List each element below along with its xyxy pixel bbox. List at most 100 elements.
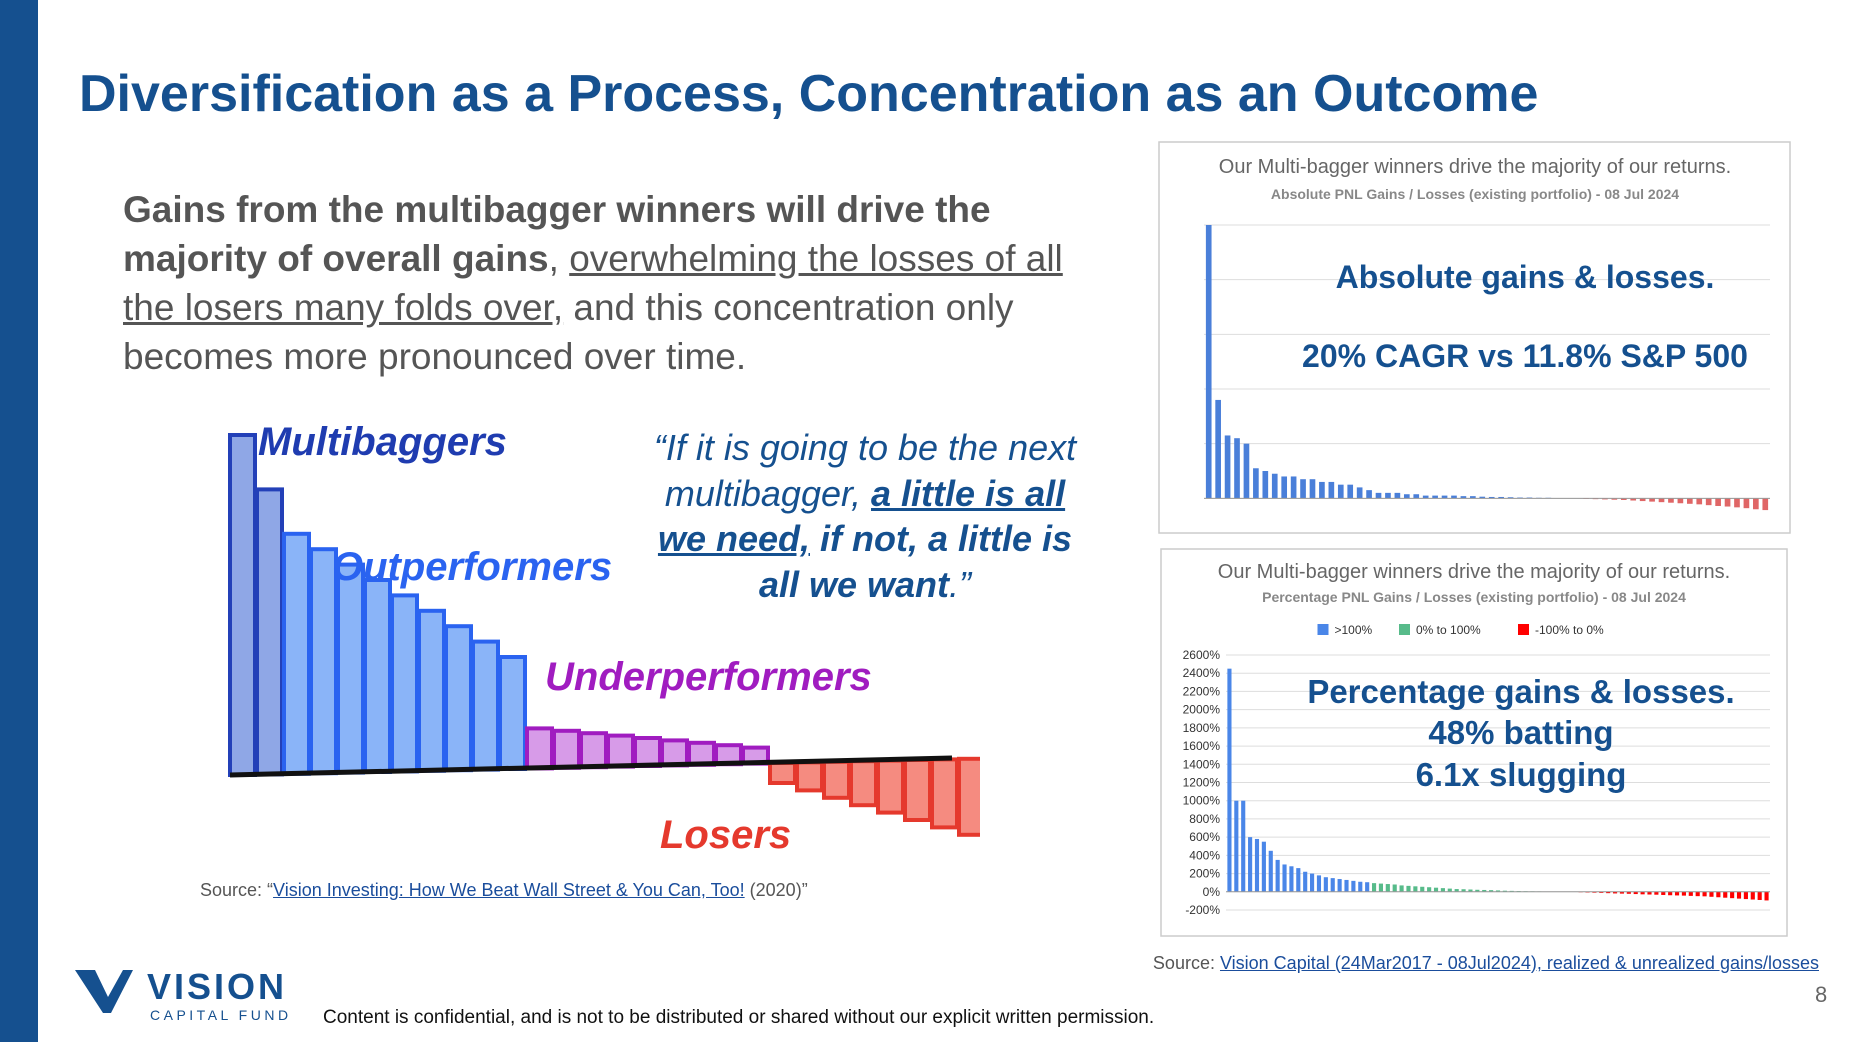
- bar: [1351, 880, 1356, 892]
- bar: [1468, 889, 1473, 892]
- bar: [1337, 879, 1342, 892]
- bar: [1358, 881, 1363, 892]
- bar: [1677, 498, 1684, 504]
- bar: [1344, 879, 1349, 892]
- bar: [1253, 468, 1259, 499]
- chart-annotation: 48% batting: [1428, 714, 1613, 751]
- bar: [1281, 476, 1288, 499]
- bar: [1762, 498, 1769, 511]
- bar: [1716, 891, 1721, 898]
- bar: [1243, 443, 1250, 499]
- logo: VISION CAPITAL FUND: [75, 966, 292, 1023]
- bar: [1715, 498, 1721, 506]
- bar: [1695, 891, 1700, 897]
- bar: [1709, 891, 1714, 897]
- bar: [1488, 496, 1495, 499]
- bar: [1330, 878, 1335, 892]
- bar: [1394, 492, 1401, 499]
- y-tick-label: 2200%: [1183, 684, 1221, 698]
- bar: [1290, 476, 1297, 499]
- bar: [1482, 889, 1487, 892]
- bold-text: Gains from the multibagger winners will …: [123, 189, 991, 279]
- logo-tagline: CAPITAL FUND: [150, 1007, 292, 1023]
- bar: [1658, 498, 1665, 503]
- bar: [1507, 497, 1514, 499]
- bar: [1681, 891, 1686, 896]
- bar: [1427, 887, 1432, 892]
- bar: [1498, 496, 1504, 499]
- bar: [1495, 890, 1501, 892]
- y-tick-label: 800%: [1189, 812, 1220, 826]
- y-tick-label: 400%: [1189, 848, 1220, 862]
- legend-swatch: [1518, 624, 1529, 635]
- bar: [1750, 891, 1755, 900]
- bar: [1271, 473, 1278, 499]
- legend-label: 0% to 100%: [1416, 623, 1481, 637]
- bar: [1460, 496, 1467, 499]
- bar: [1743, 891, 1748, 900]
- quote-emphasis: a little is all we need,: [657, 472, 1066, 560]
- legend-swatch: [1317, 624, 1329, 635]
- bar: [1602, 498, 1608, 500]
- bar: [1347, 484, 1354, 499]
- logo-name: VISION: [147, 966, 287, 1007]
- chart-title: Our Multi-bagger winners drive the major…: [1219, 156, 1731, 178]
- bar: [1633, 891, 1638, 895]
- bar: [1323, 877, 1328, 892]
- bar: [1451, 495, 1457, 499]
- quote-start: “If it is going to be the next multibagg…: [653, 427, 1077, 514]
- y-tick-label: 1200%: [1183, 776, 1221, 790]
- y-tick-label: 1600%: [1183, 739, 1221, 753]
- bar: [1413, 886, 1418, 892]
- bar: [1626, 891, 1631, 894]
- bar: [1668, 498, 1674, 503]
- bar: [1254, 838, 1260, 892]
- legend-label: -100% to 0%: [1535, 623, 1604, 637]
- bar: [1654, 891, 1659, 895]
- bar: [1227, 668, 1232, 892]
- bar: [1422, 495, 1429, 499]
- source-link[interactable]: Vision Investing: How We Beat Wall Stree…: [273, 880, 745, 900]
- bar: [1403, 494, 1410, 499]
- comma: ,: [548, 238, 559, 279]
- bar: [1489, 890, 1494, 892]
- bar: [1668, 891, 1673, 896]
- y-tick-label: 2000%: [1183, 703, 1221, 717]
- bar: [1630, 498, 1637, 501]
- bar: [1300, 479, 1306, 499]
- bar: [1433, 887, 1439, 892]
- illustration-axis: [229, 755, 953, 778]
- bar: [1736, 891, 1742, 899]
- bar: [1310, 873, 1315, 892]
- y-tick-label: 1800%: [1183, 721, 1221, 735]
- bar: [1275, 859, 1280, 892]
- source-prefix: Source:: [1152, 953, 1215, 973]
- bar: [1296, 868, 1301, 892]
- logo-mark: [75, 970, 133, 1013]
- source-link[interactable]: Vision Capital (24Mar2017 - 08Jul2024), …: [1219, 953, 1819, 973]
- illustration-bar: [957, 756, 980, 837]
- bar: [1205, 225, 1212, 499]
- bar: [1262, 471, 1269, 499]
- bar: [1730, 891, 1735, 899]
- quote-bold: if not, a little is all we want: [758, 518, 1073, 605]
- bar: [1612, 891, 1618, 894]
- y-tick-label: 2600%: [1183, 648, 1221, 662]
- slide-title: Diversification as a Process, Concentrat…: [79, 65, 1539, 123]
- bar: [1686, 498, 1693, 504]
- bar: [1371, 883, 1377, 892]
- left-source: Source: “Vision Investing: How We Beat W…: [200, 880, 808, 901]
- bar: [1413, 494, 1420, 499]
- chart-annotation: 6.1x slugging: [1416, 756, 1627, 793]
- sidebar: [0, 0, 38, 1042]
- page-number: 8: [1815, 982, 1828, 1007]
- y-tick-label: 1400%: [1183, 757, 1221, 771]
- bar: [1479, 496, 1486, 499]
- illustration: Multibaggers Outperformers Underperforme…: [228, 420, 980, 857]
- bar: [1215, 399, 1221, 499]
- footer-note: Content is confidential, and is not to b…: [323, 1007, 1155, 1028]
- y-tick-label: 2400%: [1183, 666, 1221, 680]
- source-suffix: (2020)”: [749, 880, 808, 900]
- illustration-bar: [930, 757, 959, 830]
- y-tick-label: 1000%: [1183, 794, 1221, 808]
